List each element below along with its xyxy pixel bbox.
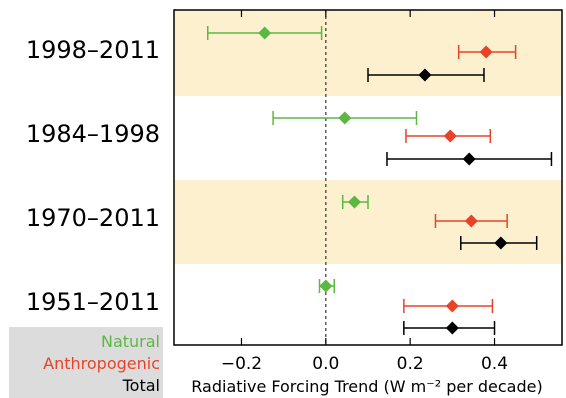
period-label-3: 1951–2011 — [26, 288, 160, 316]
period-label-2: 1970–2011 — [26, 204, 160, 232]
total-marker-0 — [418, 68, 432, 82]
x-tick-label-0: −0.2 — [221, 354, 262, 374]
x-tick-label-3: 0.4 — [481, 354, 508, 374]
period-band-3 — [174, 264, 562, 345]
natural-marker-2 — [348, 195, 362, 209]
natural-marker-3 — [319, 279, 333, 293]
period-band-2 — [174, 180, 562, 264]
legend-item-total: Total — [122, 376, 160, 395]
legend-item-natural: Natural — [100, 332, 160, 351]
anthropogenic-marker-0 — [479, 45, 493, 59]
total-marker-3 — [445, 321, 459, 335]
plot-frame — [173, 9, 563, 346]
x-tick-label-1: 0.0 — [312, 354, 339, 374]
period-band-1 — [174, 96, 562, 180]
period-bands — [174, 10, 562, 345]
total-marker-2 — [494, 236, 508, 250]
period-label-0: 1998–2011 — [26, 36, 160, 64]
x-axis: −0.2 0.0 0.2 0.4 — [221, 10, 508, 374]
natural-marker-0 — [258, 26, 272, 40]
total-marker-1 — [462, 152, 476, 166]
period-labels: 1998–2011 1984–1998 1970–2011 1951–2011 — [26, 36, 160, 316]
period-band-0 — [174, 10, 562, 96]
data-marks — [206, 26, 553, 335]
anthropogenic-marker-2 — [464, 214, 478, 228]
anthropogenic-marker-3 — [445, 299, 459, 313]
anthropogenic-marker-1 — [443, 129, 457, 143]
x-tick-label-2: 0.2 — [397, 354, 424, 374]
legend: Natural Anthropogenic Total — [9, 327, 163, 398]
period-label-1: 1984–1998 — [26, 120, 160, 148]
x-axis-label: Radiative Forcing Trend (W m⁻² per decad… — [191, 377, 542, 396]
legend-item-anthropogenic: Anthropogenic — [43, 354, 160, 373]
natural-marker-1 — [338, 111, 352, 125]
